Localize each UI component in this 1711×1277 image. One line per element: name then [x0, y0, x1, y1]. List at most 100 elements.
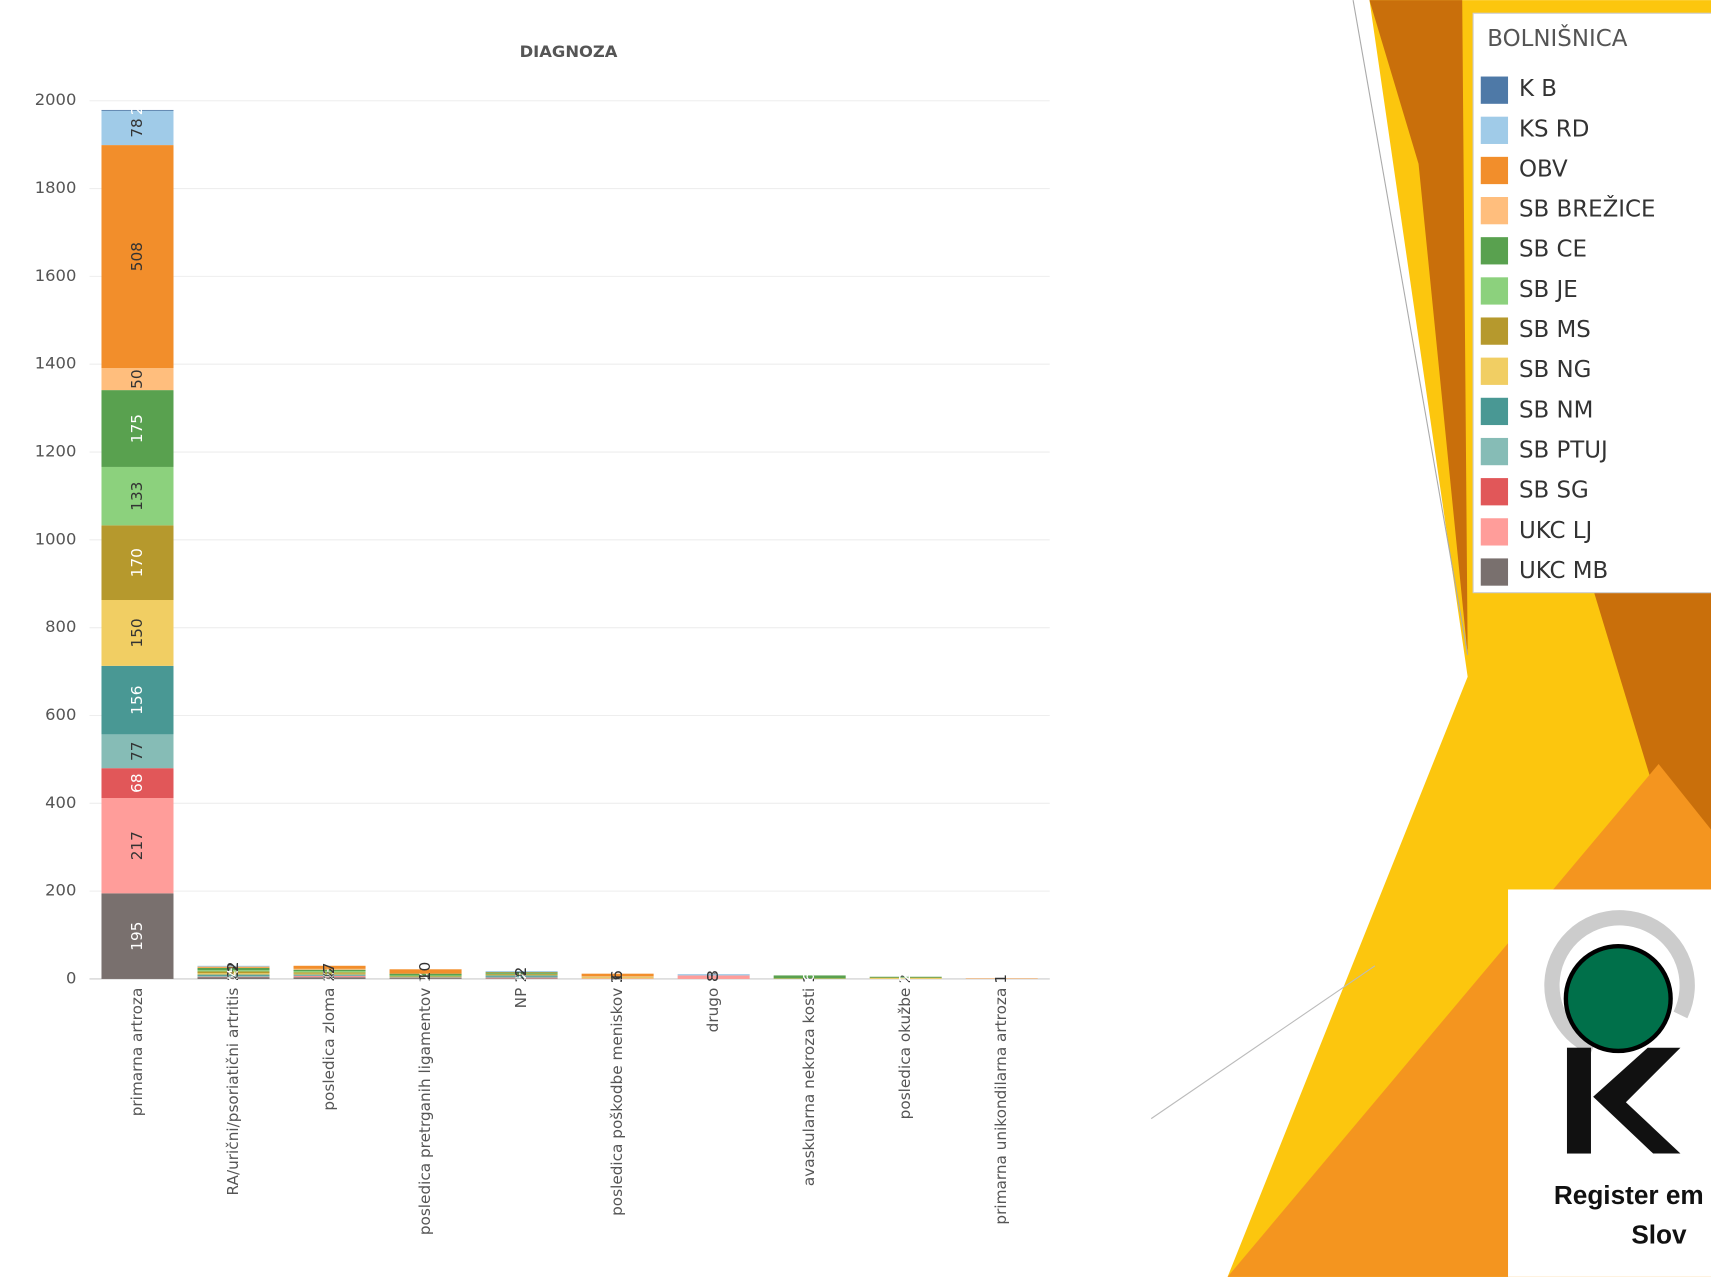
bar-segment [773, 975, 846, 979]
x-tick-label: primarna artroza [128, 988, 146, 1117]
bar-segment [101, 390, 174, 467]
legend-swatch [1480, 277, 1509, 305]
chart-title: DIAGNOZA [520, 42, 618, 61]
value-label: 1 [512, 973, 530, 983]
bar-segment [293, 969, 366, 972]
legend-title: BOLNIŠNICA [1487, 24, 1627, 52]
legend-swatch [1480, 397, 1509, 426]
value-label: 2 [896, 972, 914, 982]
bar-segment [869, 976, 942, 978]
value-label: 5 [224, 964, 242, 974]
bar-segment [389, 969, 462, 974]
y-tick-label: 1800 [35, 178, 77, 197]
legend-swatch [1480, 518, 1509, 546]
logo-letter [1566, 1047, 1591, 1154]
value-label: 1 [608, 972, 626, 982]
legend-swatch [1480, 558, 1509, 586]
value-label: 1 [512, 970, 530, 980]
value-label: 508 [128, 242, 146, 271]
x-tick-label: posledica poškodbe meniskov [608, 988, 626, 1216]
value-label: 3 [224, 969, 242, 979]
value-label: 3 [512, 971, 530, 981]
value-label: 10 [416, 962, 434, 981]
value-label: 195 [128, 922, 146, 951]
bar-segment [485, 976, 558, 978]
value-label: 3 [704, 970, 722, 980]
bar-segment [101, 145, 174, 369]
value-label: 1 [416, 973, 434, 983]
bar-segment [101, 893, 174, 979]
value-label: 1 [896, 973, 914, 983]
x-tick-label: drugo [704, 988, 722, 1033]
y-tick-label: 1000 [35, 529, 77, 548]
value-label: 3 [224, 970, 242, 980]
bar-segment [197, 965, 270, 967]
y-tick-label: 1400 [35, 354, 77, 373]
value-label: 4 [416, 970, 434, 980]
bar-segment [293, 971, 366, 973]
value-label: 2 [320, 970, 338, 980]
value-label: 4 [224, 968, 242, 978]
legend-swatch [1480, 437, 1509, 466]
legend-swatch [1480, 357, 1509, 385]
value-label: 1 [224, 963, 242, 973]
x-tick-label: posledica okužbe [896, 988, 914, 1120]
value-label: 2 [128, 106, 146, 116]
legend-label: SB JE [1519, 277, 1578, 303]
bar-segment [293, 972, 366, 974]
bar-segment [677, 974, 750, 976]
value-label: 3 [320, 967, 338, 977]
logo-text: Slov [1631, 1219, 1687, 1249]
y-tick-label: 1200 [35, 442, 77, 461]
value-label: 1 [608, 974, 626, 984]
y-tick-label: 0 [66, 968, 76, 987]
y-tick-label: 400 [45, 793, 76, 812]
bar-segment [293, 973, 366, 975]
value-label: 77 [128, 742, 146, 761]
logo-text: Register em [1554, 1180, 1704, 1210]
bar-segment [485, 971, 558, 972]
value-label: 1 [320, 971, 338, 981]
bar-segment [293, 965, 366, 969]
y-tick-label: 1600 [35, 266, 77, 285]
value-label: 2 [224, 962, 242, 972]
value-label: 2 [224, 971, 242, 981]
bar-segment [101, 466, 174, 526]
value-label: 2 [512, 970, 530, 980]
legend-swatch [1480, 237, 1509, 265]
legend-label: SB BREŽICE [1519, 195, 1656, 223]
value-label: 1 [512, 973, 530, 983]
value-label: 4 [320, 973, 338, 983]
legend-swatch [1480, 76, 1509, 104]
y-tick-label: 800 [45, 617, 76, 636]
bar-segment [197, 970, 270, 972]
legend-swatch [1480, 317, 1509, 345]
value-label: 1 [512, 969, 530, 979]
bar-segment [197, 973, 270, 975]
value-label: 4 [224, 973, 242, 983]
legend-label: SB NM [1519, 397, 1593, 423]
bar-segment [197, 971, 270, 974]
value-label: 3 [512, 968, 530, 978]
x-tick-label: RA/urični/psoriatični artritis [224, 988, 242, 1196]
bar-segment [101, 109, 174, 111]
value-label: 2 [416, 972, 434, 982]
value-label: 2 [416, 974, 434, 984]
legend-label: SB CE [1519, 237, 1587, 263]
legend-label: SB SG [1519, 478, 1589, 504]
legend-label: SB PTUJ [1519, 438, 1608, 464]
bar-segment [485, 974, 558, 976]
bar-segment [101, 734, 174, 769]
y-tick-label: 200 [45, 881, 76, 900]
x-tick-label: avaskularna nekroza kosti [800, 988, 818, 1186]
x-tick-label: NP [512, 988, 530, 1009]
y-tick-label: 2000 [35, 90, 77, 109]
value-label: 50 [128, 369, 146, 388]
legend-label: UKC LJ [1519, 518, 1592, 544]
value-label: 3 [320, 966, 338, 976]
bar-segment [293, 976, 366, 978]
legend-label: K B [1519, 76, 1557, 102]
bar-segment [677, 975, 750, 979]
value-label: 175 [128, 414, 146, 443]
